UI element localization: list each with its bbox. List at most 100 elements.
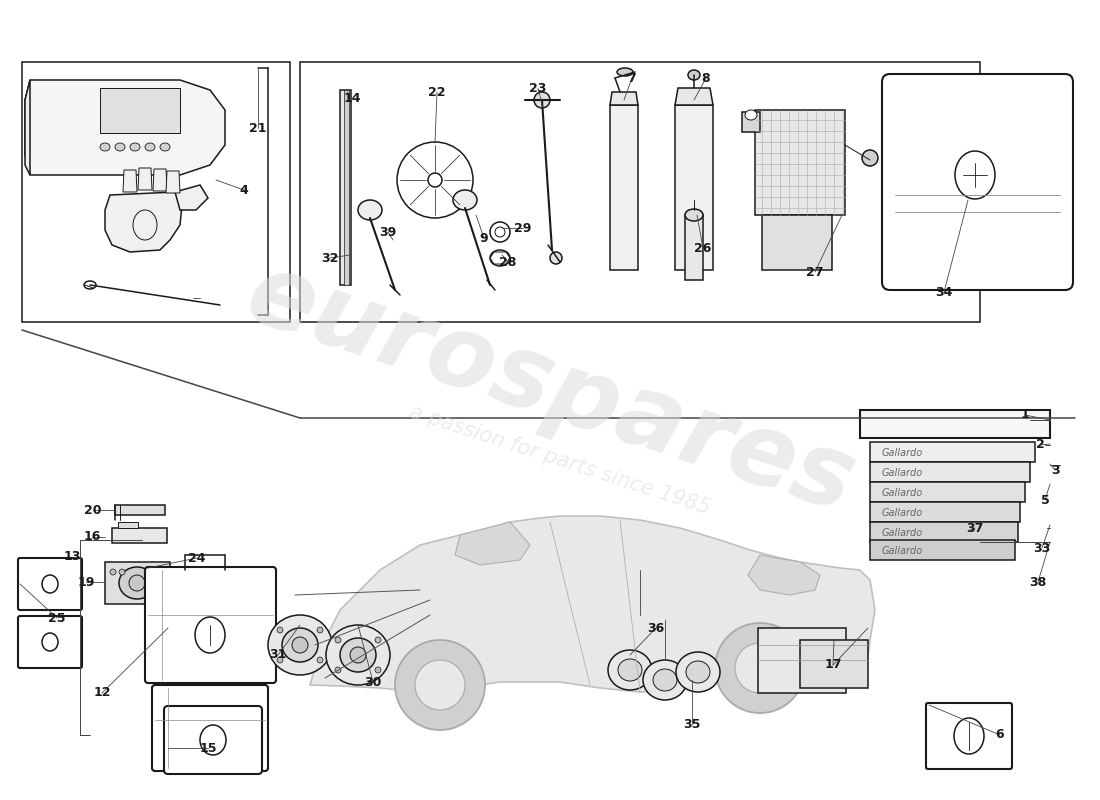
Text: Gallardo: Gallardo — [882, 488, 923, 498]
Ellipse shape — [119, 567, 155, 599]
Text: 26: 26 — [694, 242, 712, 254]
FancyBboxPatch shape — [926, 703, 1012, 769]
Polygon shape — [455, 522, 530, 565]
Text: 30: 30 — [364, 675, 382, 689]
Ellipse shape — [862, 150, 878, 166]
Ellipse shape — [676, 652, 720, 692]
Bar — [870, 462, 1030, 482]
Text: a passion for parts since 1985: a passion for parts since 1985 — [407, 402, 713, 518]
Ellipse shape — [130, 143, 140, 151]
Ellipse shape — [617, 68, 632, 76]
Polygon shape — [25, 80, 30, 175]
Text: 36: 36 — [648, 622, 664, 634]
Ellipse shape — [317, 657, 323, 663]
Ellipse shape — [116, 143, 125, 151]
Bar — [742, 112, 760, 132]
Text: Gallardo: Gallardo — [882, 546, 923, 556]
Polygon shape — [675, 88, 713, 105]
Bar — [610, 105, 638, 270]
Text: Gallardo: Gallardo — [882, 448, 923, 458]
Text: 21: 21 — [250, 122, 266, 134]
FancyBboxPatch shape — [882, 74, 1072, 290]
Ellipse shape — [336, 637, 341, 643]
Polygon shape — [610, 92, 638, 105]
Ellipse shape — [282, 628, 318, 662]
Text: 9: 9 — [480, 231, 488, 245]
Text: 28: 28 — [499, 255, 517, 269]
Text: 34: 34 — [935, 286, 953, 298]
Ellipse shape — [608, 650, 652, 690]
Text: 5: 5 — [1041, 494, 1049, 506]
Ellipse shape — [534, 92, 550, 108]
Bar — [300, 62, 980, 322]
Polygon shape — [104, 192, 182, 252]
Polygon shape — [153, 169, 167, 191]
Bar — [870, 442, 1035, 462]
Bar — [800, 640, 868, 688]
Text: 15: 15 — [199, 742, 217, 754]
Bar — [685, 215, 703, 280]
Bar — [112, 528, 167, 543]
Text: 32: 32 — [321, 251, 339, 265]
Ellipse shape — [100, 143, 110, 151]
Bar — [870, 418, 1045, 438]
Bar — [118, 522, 138, 528]
FancyBboxPatch shape — [164, 706, 262, 774]
Text: 38: 38 — [1030, 575, 1046, 589]
Ellipse shape — [375, 637, 381, 643]
Bar — [755, 110, 845, 215]
FancyBboxPatch shape — [18, 616, 82, 668]
Ellipse shape — [715, 623, 805, 713]
Text: 19: 19 — [77, 575, 95, 589]
Bar — [344, 90, 349, 285]
Text: 33: 33 — [1033, 542, 1050, 554]
Bar — [870, 540, 1015, 560]
Ellipse shape — [277, 627, 283, 633]
Text: 23: 23 — [529, 82, 547, 94]
Text: 29: 29 — [515, 222, 531, 234]
Bar — [758, 628, 846, 693]
Bar — [100, 88, 180, 133]
Ellipse shape — [686, 661, 710, 683]
Ellipse shape — [735, 643, 785, 693]
Bar — [340, 90, 351, 285]
Bar — [116, 505, 165, 515]
Text: 3: 3 — [1050, 463, 1059, 477]
Ellipse shape — [688, 70, 700, 80]
Text: 17: 17 — [824, 658, 842, 671]
FancyBboxPatch shape — [152, 685, 268, 771]
Bar — [22, 62, 290, 322]
Ellipse shape — [317, 627, 323, 633]
Text: 13: 13 — [64, 550, 80, 563]
FancyBboxPatch shape — [145, 567, 276, 683]
Ellipse shape — [119, 569, 125, 575]
FancyBboxPatch shape — [18, 558, 82, 610]
Polygon shape — [748, 555, 820, 595]
Text: eurospares: eurospares — [234, 246, 866, 534]
Text: 14: 14 — [343, 91, 361, 105]
Bar — [870, 482, 1025, 502]
Text: 37: 37 — [966, 522, 983, 534]
Ellipse shape — [160, 143, 170, 151]
Bar — [104, 562, 170, 604]
Text: Gallardo: Gallardo — [882, 468, 923, 478]
Text: 24: 24 — [188, 551, 206, 565]
Polygon shape — [310, 516, 875, 695]
Ellipse shape — [745, 110, 757, 120]
Text: 4: 4 — [240, 183, 249, 197]
Bar — [870, 502, 1020, 522]
Ellipse shape — [644, 660, 688, 700]
Text: 20: 20 — [85, 503, 101, 517]
Polygon shape — [123, 170, 138, 192]
Text: 22: 22 — [428, 86, 446, 98]
Ellipse shape — [110, 569, 115, 575]
Ellipse shape — [292, 637, 308, 653]
Text: 27: 27 — [806, 266, 824, 278]
Text: Gallardo: Gallardo — [882, 508, 923, 518]
Text: 31: 31 — [270, 649, 287, 662]
Text: Gallardo: Gallardo — [882, 528, 923, 538]
Ellipse shape — [326, 625, 390, 685]
Text: 8: 8 — [702, 71, 711, 85]
Ellipse shape — [618, 659, 642, 681]
Ellipse shape — [685, 209, 703, 221]
